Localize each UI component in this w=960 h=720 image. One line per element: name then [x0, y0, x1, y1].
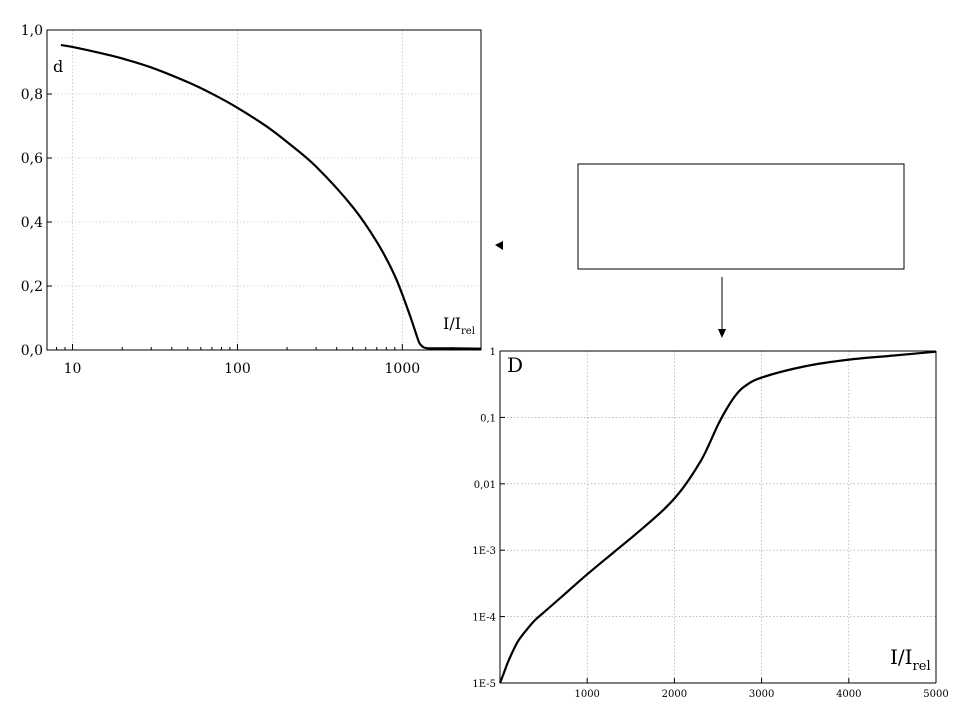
right-x-tick-label: 4000	[836, 689, 861, 700]
left-series-line	[60, 43, 482, 350]
right-x-tick-label: 1000	[574, 689, 599, 700]
right-y-tick-label: 1E-5	[472, 679, 496, 690]
left-x-axis-label-sub: rel	[461, 326, 475, 337]
right-x-axis-label-sub: rel	[913, 659, 931, 674]
right-y-tick-label: 0,01	[474, 480, 496, 491]
left-x-axis-label-main: I/I	[443, 314, 461, 333]
right-y-tick-label: 1E-4	[472, 613, 496, 624]
right-y-tick-label: 1E-3	[472, 546, 496, 557]
left-x-tick-label: 1000	[385, 361, 421, 377]
left-ticks: 0,0 0,2 0,4 0,6 0,8 1,0 10 100 1000	[21, 23, 453, 377]
right-x-axis-label-main: I/I	[890, 645, 913, 669]
right-y-tick-label: 1	[490, 347, 496, 358]
left-x-tick-label: 10	[64, 361, 82, 377]
right-chart: 1E-5 1E-4 1E-3 0,01 0,1 1 1000 2000 3000 4000 5000…	[472, 347, 948, 700]
left-y-tick-label: 0,6	[21, 151, 43, 167]
left-y-tick-label: 1,0	[21, 23, 43, 39]
right-x-axis-label: I/Irel	[890, 645, 931, 674]
left-x-axis-label: I/Irel	[443, 314, 475, 337]
right-ticks: 1E-5 1E-4 1E-3 0,01 0,1 1 1000 2000 3000 4000 5000	[472, 347, 948, 700]
right-x-tick-label: 2000	[662, 689, 687, 700]
left-y-tick-label: 0,8	[21, 87, 43, 103]
left-y-axis-label: d	[53, 57, 63, 76]
arrow-down-icon	[718, 329, 726, 338]
right-series-line	[498, 350, 937, 684]
left-chart: 0,0 0,2 0,4 0,6 0,8 1,0 10 100 1000 d I/Irel	[21, 23, 482, 377]
empty-annotation-box	[577, 163, 905, 270]
arrowhead-icon	[495, 241, 503, 250]
right-y-axis-label: D	[507, 353, 523, 377]
left-y-tick-label: 0,4	[21, 215, 43, 231]
right-axes	[499, 350, 937, 684]
left-x-tick-label: 100	[224, 361, 251, 377]
left-grid	[47, 30, 481, 350]
left-y-tick-label: 0,2	[21, 279, 43, 295]
right-x-tick-label: 3000	[749, 689, 774, 700]
right-x-tick-label: 5000	[923, 689, 948, 700]
right-grid	[500, 351, 936, 683]
right-y-tick-label: 0,1	[480, 413, 496, 424]
left-y-tick-label: 0,0	[21, 343, 43, 359]
left-plot-frame	[46, 29, 482, 351]
